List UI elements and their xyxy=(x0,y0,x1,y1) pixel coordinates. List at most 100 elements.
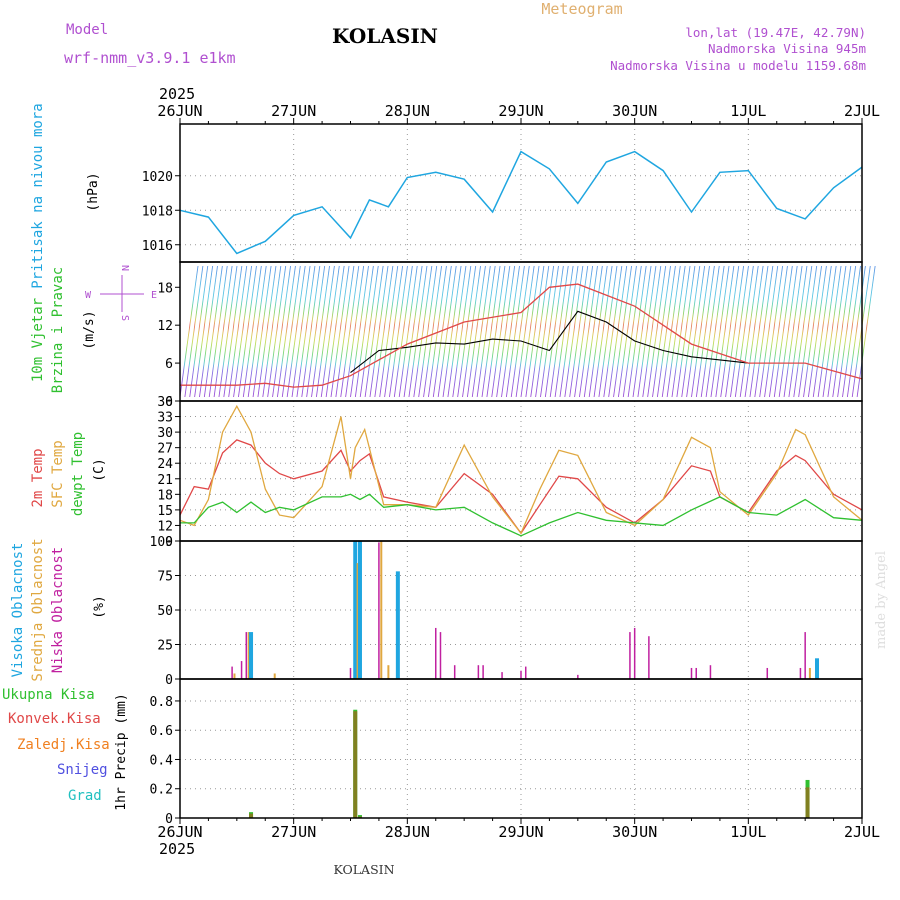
x-tick-label-top: 1JUL xyxy=(730,102,766,120)
wind-barb xyxy=(418,265,438,398)
x-tick-label-bottom: 30JUN xyxy=(612,823,657,841)
low-cloud-bar xyxy=(690,667,693,679)
wind-barb xyxy=(793,265,813,398)
wind-barb xyxy=(622,265,642,398)
wind-barb xyxy=(764,265,784,398)
wind-barb xyxy=(471,265,491,398)
wind-barb xyxy=(593,265,613,398)
low-cloud-bar xyxy=(240,661,243,679)
low-cloud-bar xyxy=(799,667,802,679)
wind-barb xyxy=(393,265,413,398)
precip-legend-frz: Zaledj.Kisa xyxy=(17,737,110,753)
pressure-unit: (hPa) xyxy=(86,172,101,211)
conv-precip-bar xyxy=(805,787,810,818)
wind-barb xyxy=(734,265,754,398)
wind-barb xyxy=(301,265,321,398)
x-tick-label-bottom: 2JUL xyxy=(844,823,880,841)
wind-barb xyxy=(252,265,272,398)
model-label: Model xyxy=(66,22,108,38)
wind-barb xyxy=(803,265,822,398)
y-tick-label: 1018 xyxy=(142,204,173,219)
wind-ylabel-2: Brzina i Pravac xyxy=(50,267,66,393)
wind-barb xyxy=(807,265,827,398)
wind-barb xyxy=(749,265,769,398)
low-cloud-bar xyxy=(520,670,522,679)
high-cloud-bar xyxy=(395,571,400,679)
mid-cloud-bar xyxy=(387,665,390,679)
low-cloud-bar xyxy=(577,674,579,679)
precip-ylabel: 1hr Precip (mm) xyxy=(114,693,129,810)
x-tick-label-top: 26JUN xyxy=(157,102,202,120)
wind-barb xyxy=(184,265,204,398)
wind-barb xyxy=(768,265,788,398)
wind-barb xyxy=(540,265,559,398)
wind-barb xyxy=(350,265,369,398)
high-cloud-bar xyxy=(249,632,254,679)
wind-barb xyxy=(354,265,374,398)
x-tick-label-bottom: 1JUL xyxy=(730,823,766,841)
wind-barb xyxy=(189,265,209,398)
temp2m-label: 2m Temp xyxy=(30,448,46,507)
y-tick-label: 24 xyxy=(157,457,173,472)
wind-barb xyxy=(754,265,774,398)
wind-barb xyxy=(739,265,759,398)
high-cloud-label: Visoka Oblacnost xyxy=(10,543,26,678)
wind-barb xyxy=(817,265,837,398)
wind-barb xyxy=(403,265,423,398)
low-cloud-bar xyxy=(633,627,636,679)
y-tick-label: 12 xyxy=(157,319,173,334)
wind-barb xyxy=(384,265,404,398)
wind-barb xyxy=(325,265,345,398)
wind-barb xyxy=(281,265,301,398)
x-tick-label-top: 2JUL xyxy=(844,102,880,120)
low-cloud-bar xyxy=(524,666,527,679)
conv-precip-bar xyxy=(249,813,254,818)
low-cloud-bar xyxy=(245,632,248,679)
wind-barb xyxy=(286,265,306,398)
wind-barb xyxy=(345,265,365,398)
low-cloud-bar xyxy=(231,666,233,679)
mid-cloud-bar xyxy=(247,632,250,679)
wind-barb xyxy=(501,265,520,398)
wind-barb xyxy=(272,265,292,398)
wind-ylabel-1: 10m Vjetar xyxy=(30,298,46,382)
x-tick-label-bottom: 27JUN xyxy=(271,823,316,841)
wind-speed-line xyxy=(350,310,749,374)
wind-barb xyxy=(666,265,686,398)
wind-barb xyxy=(705,265,725,398)
y-tick-label: 0 xyxy=(165,395,173,410)
wind-barb xyxy=(267,265,287,398)
wind-barb xyxy=(681,265,701,398)
wind-barb xyxy=(535,265,555,398)
y-tick-label: 30 xyxy=(157,426,173,441)
precip-legend-conv: Konvek.Kisa xyxy=(8,711,101,727)
wind-barb xyxy=(744,265,764,398)
y-tick-label: 0 xyxy=(165,673,173,688)
wind-barb xyxy=(452,265,472,398)
wind-barb xyxy=(530,265,550,398)
wind-barb xyxy=(223,265,243,398)
y-tick-label: 0.4 xyxy=(150,753,174,768)
low-cloud-bar xyxy=(439,632,442,679)
wind-barb xyxy=(827,265,847,398)
cloud-unit: (%) xyxy=(92,595,107,618)
wind-barb xyxy=(379,265,399,398)
y-tick-label: 0.6 xyxy=(150,724,173,739)
y-tick-label: 9 xyxy=(165,535,173,550)
wind-barb xyxy=(647,265,667,398)
wind-barb xyxy=(233,265,253,398)
x-tick-label-top: 27JUN xyxy=(271,102,316,120)
wind-barb xyxy=(203,265,223,398)
low-cloud-bar xyxy=(501,672,503,679)
wind-barb xyxy=(408,265,428,398)
high-cloud-bar xyxy=(353,541,358,679)
wind-barb xyxy=(238,265,257,398)
wind-barb xyxy=(398,265,418,398)
wind-barb xyxy=(632,265,652,398)
pressure-line xyxy=(179,150,863,255)
wind-barb xyxy=(710,265,730,398)
high-cloud-bar xyxy=(815,658,820,679)
y-tick-label: 1020 xyxy=(142,170,173,185)
wind-barb xyxy=(242,265,262,398)
low-cloud-bar xyxy=(709,665,712,679)
